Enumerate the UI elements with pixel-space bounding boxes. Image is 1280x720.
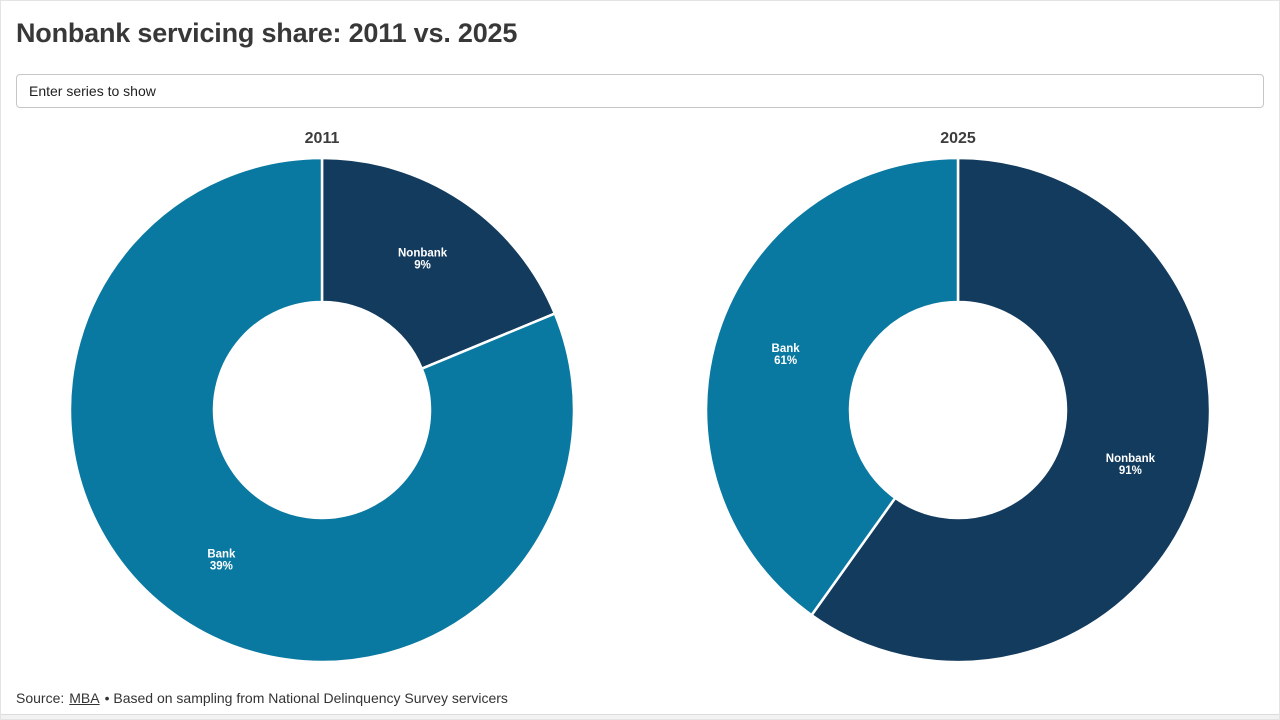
- page-title: Nonbank servicing share: 2011 vs. 2025: [16, 18, 518, 48]
- slice-label-bank: Bank 61%: [772, 343, 801, 367]
- donut-chart-2025: Nonbank 91% Bank 61%: [702, 154, 1214, 666]
- donut-slice-bank[interactable]: [704, 156, 960, 617]
- source-link[interactable]: MBA: [69, 690, 100, 706]
- donut-slice-nonbank[interactable]: [810, 156, 1212, 664]
- header: Nonbank servicing share: 2011 vs. 2025: [0, 0, 1280, 50]
- chart-2025: 2025 Nonbank 91% Bank 61%: [702, 128, 1214, 666]
- donut-svg: Nonbank 91% Bank 61%: [704, 156, 1212, 664]
- chart-title-2025: 2025: [940, 130, 976, 147]
- chart-title-2011: 2011: [304, 130, 340, 147]
- donut-svg: Nonbank 9% Bank 39%: [68, 156, 576, 664]
- slice-label-bank: Bank 39%: [207, 549, 236, 573]
- donut-slice-bank[interactable]: [68, 156, 576, 664]
- donut-chart-2011: Nonbank 9% Bank 39%: [66, 154, 578, 666]
- slice-label-nonbank: Nonbank 91%: [1106, 453, 1156, 477]
- donut-slice-nonbank[interactable]: [320, 156, 557, 370]
- chart-2011: 2011 Nonbank 9% Bank 39%: [66, 128, 578, 666]
- bottom-strip: [0, 714, 1280, 720]
- slice-label-nonbank: Nonbank 9%: [398, 248, 448, 272]
- footer-note: • Based on sampling from National Delinq…: [104, 690, 508, 706]
- series-filter-input[interactable]: [16, 74, 1264, 108]
- footer-source: Source: MBA • Based on sampling from Nat…: [16, 690, 508, 706]
- series-filter: [16, 74, 1264, 108]
- source-prefix: Source:: [16, 690, 65, 706]
- charts-row: 2011 Nonbank 9% Bank 39% 2025 Nonbank 91% Ban…: [0, 128, 1280, 666]
